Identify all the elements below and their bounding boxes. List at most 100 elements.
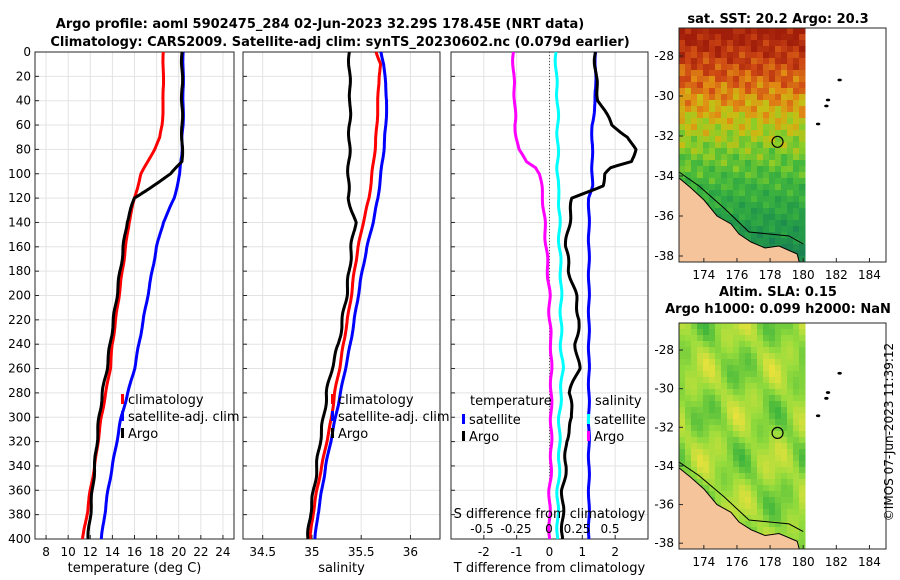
lat-tick-label: -36 — [654, 498, 674, 512]
map-cell — [727, 202, 734, 209]
map-cell — [793, 112, 800, 119]
map-cell — [793, 70, 800, 77]
map-cell — [697, 455, 704, 462]
x-tick-label: 16 — [127, 545, 142, 559]
figure-title-line1: Argo profile: aoml 5902475_284 02-Jun-20… — [56, 17, 584, 32]
map-cell — [769, 359, 776, 366]
map-cell — [799, 389, 806, 396]
map-cell — [793, 383, 800, 390]
map-cell — [751, 395, 758, 402]
map-cell — [757, 124, 764, 131]
map-cell — [799, 88, 806, 95]
map-cell — [775, 455, 782, 462]
map-cell — [691, 82, 698, 89]
map-cell — [703, 407, 710, 414]
map-cell — [751, 142, 758, 149]
map-cell — [697, 359, 704, 366]
map-cell — [775, 527, 782, 534]
map-cell — [793, 238, 800, 245]
map-cell — [769, 401, 776, 408]
map-cell — [775, 425, 782, 432]
map-cell — [769, 76, 776, 83]
map-cell — [751, 184, 758, 191]
map-cell — [703, 142, 710, 149]
map-cell — [799, 383, 806, 390]
map-cell — [721, 160, 728, 167]
map-cell — [721, 359, 728, 366]
map-cell — [739, 178, 746, 185]
sst-map-title: sat. SST: 20.2 Argo: 20.3 — [687, 12, 868, 27]
map-cell — [775, 467, 782, 474]
map-cell — [679, 160, 686, 167]
map-cell — [733, 154, 740, 161]
map-cell — [733, 172, 740, 179]
map-cell — [745, 497, 752, 504]
map-cell — [745, 515, 752, 522]
map-cell — [745, 449, 752, 456]
map-cell — [787, 365, 794, 372]
lat-tick-label: -32 — [654, 420, 674, 434]
map-cell — [709, 455, 716, 462]
map-cell — [781, 449, 788, 456]
map-cell — [793, 142, 800, 149]
map-cell — [763, 515, 770, 522]
map-cell — [757, 46, 764, 53]
map-cell — [775, 28, 782, 35]
map-cell — [781, 82, 788, 89]
map-cell — [745, 467, 752, 474]
map-cell — [691, 329, 698, 336]
map-cell — [679, 443, 686, 450]
map-cell — [679, 407, 686, 414]
map-cell — [793, 124, 800, 131]
map-cell — [781, 329, 788, 336]
map-cell — [781, 154, 788, 161]
map-cell — [721, 118, 728, 125]
map-cell — [727, 34, 734, 41]
map-cell — [679, 46, 686, 53]
map-cell — [685, 46, 692, 53]
map-cell — [769, 515, 776, 522]
map-cell — [793, 166, 800, 173]
map-cell — [787, 485, 794, 492]
map-cell — [751, 455, 758, 462]
map-cell — [787, 461, 794, 468]
map-cell — [697, 431, 704, 438]
map-cell — [745, 509, 752, 516]
map-cell — [697, 353, 704, 360]
map-cell — [757, 395, 764, 402]
map-cell — [775, 347, 782, 354]
map-cell — [685, 64, 692, 71]
map-cell — [733, 82, 740, 89]
map-cell — [751, 130, 758, 137]
map-cell — [757, 202, 764, 209]
depth-tick-label: 320 — [8, 435, 31, 449]
map-cell — [685, 28, 692, 35]
map-cell — [733, 323, 740, 330]
map-cell — [727, 467, 734, 474]
map-cell — [727, 335, 734, 342]
map-cell — [727, 40, 734, 47]
map-cell — [733, 413, 740, 420]
map-cell — [775, 82, 782, 89]
map-cell — [799, 539, 806, 546]
map-cell — [775, 94, 782, 101]
map-cell — [799, 136, 806, 143]
map-cell — [697, 461, 704, 468]
map-cell — [745, 34, 752, 41]
depth-tick-label: 120 — [8, 191, 31, 205]
map-cell — [793, 455, 800, 462]
map-cell — [715, 443, 722, 450]
map-cell — [775, 377, 782, 384]
map-cell — [781, 503, 788, 510]
map-cell — [775, 100, 782, 107]
map-cell — [787, 323, 794, 330]
map-cell — [727, 323, 734, 330]
map-cell — [769, 46, 776, 53]
map-cell — [751, 118, 758, 125]
map-cell — [697, 28, 704, 35]
map-cell — [721, 46, 728, 53]
map-cell — [709, 118, 716, 125]
map-cell — [763, 383, 770, 390]
x-axis-label: salinity — [318, 561, 365, 576]
map-cell — [727, 455, 734, 462]
